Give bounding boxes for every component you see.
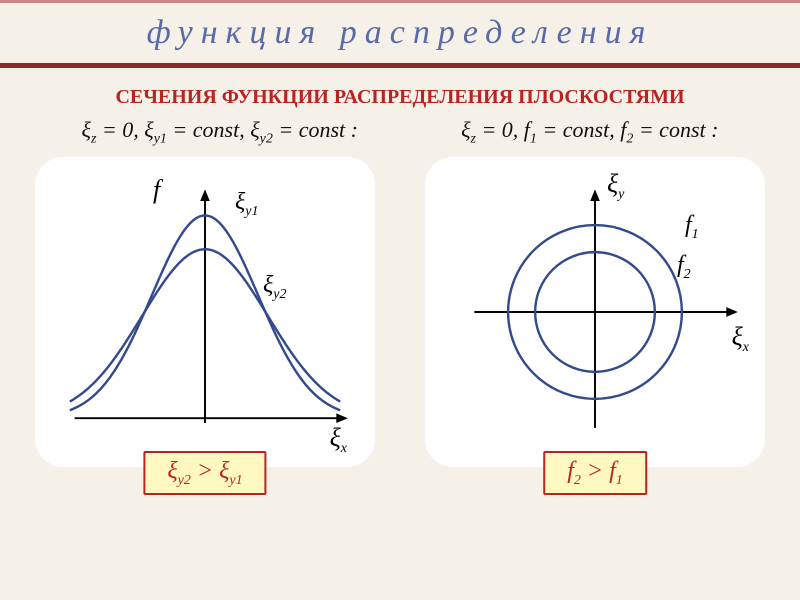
y-axis-label: ξy: [607, 169, 624, 203]
equation-right: ξz = 0, f1 = const, f2 = const :: [461, 117, 718, 147]
y-axis-arrow: [200, 190, 210, 202]
circle1-label: f1: [685, 212, 699, 243]
chart-left-badge: ξy2 > ξy1: [143, 451, 266, 496]
page-title: функция распределения: [147, 14, 654, 52]
x-axis-label: ξx: [732, 322, 749, 356]
equations-row: ξz = 0, ξy1 = const, ξy2 = const : ξz = …: [0, 117, 800, 147]
curve2-label: ξy2: [263, 272, 287, 303]
y-axis-arrow: [590, 190, 600, 202]
chart-left: f ξy1 ξy2 ξx ξy2 > ξy1: [35, 157, 375, 467]
chart-right: ξy f1 f2 ξx f2 > f1: [425, 157, 765, 467]
x-axis-label: ξx: [330, 423, 347, 457]
x-axis-arrow: [726, 308, 738, 318]
chart-right-badge: f2 > f1: [543, 451, 647, 496]
circle2-label: f2: [677, 252, 691, 283]
curve1-label: ξy1: [235, 189, 259, 220]
equation-left: ξz = 0, ξy1 = const, ξy2 = const :: [82, 117, 358, 147]
chart-right-svg: [440, 172, 750, 452]
charts-row: f ξy1 ξy2 ξx ξy2 > ξy1 ξy f1 f2 ξx f2 > …: [0, 147, 800, 467]
x-axis-arrow: [336, 414, 348, 424]
y-axis-label: f: [153, 175, 160, 205]
page-header: функция распределения: [0, 0, 800, 68]
chart-left-svg: [50, 172, 360, 452]
subtitle: СЕЧЕНИЯ ФУНКЦИИ РАСПРЕДЕЛЕНИЯ ПЛОСКОСТЯМ…: [0, 86, 800, 109]
